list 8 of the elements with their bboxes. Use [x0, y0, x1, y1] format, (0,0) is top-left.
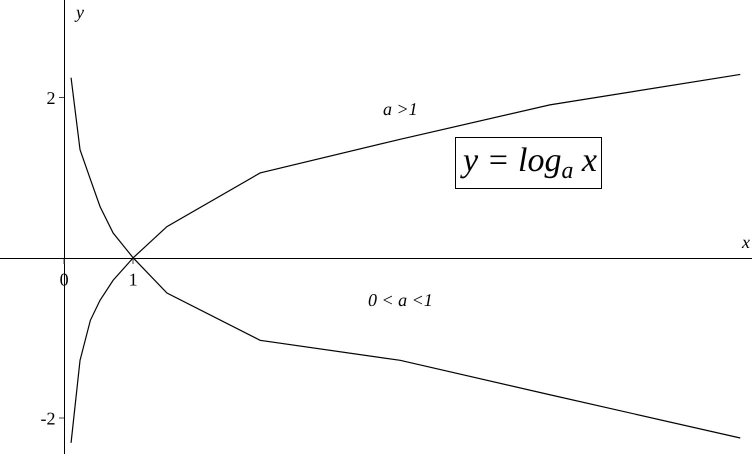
series-label: a >1: [383, 99, 418, 119]
y-tick-label: 2: [46, 88, 56, 108]
y-tick-label: -2: [40, 408, 56, 428]
y-axis-title: y: [74, 2, 84, 22]
text: 0 < a <1: [368, 290, 433, 310]
annotation: y = log$_{a}$ x: [460, 142, 597, 184]
x-axis-title: x: [741, 232, 750, 252]
x-tick-label: 1: [128, 269, 138, 290]
